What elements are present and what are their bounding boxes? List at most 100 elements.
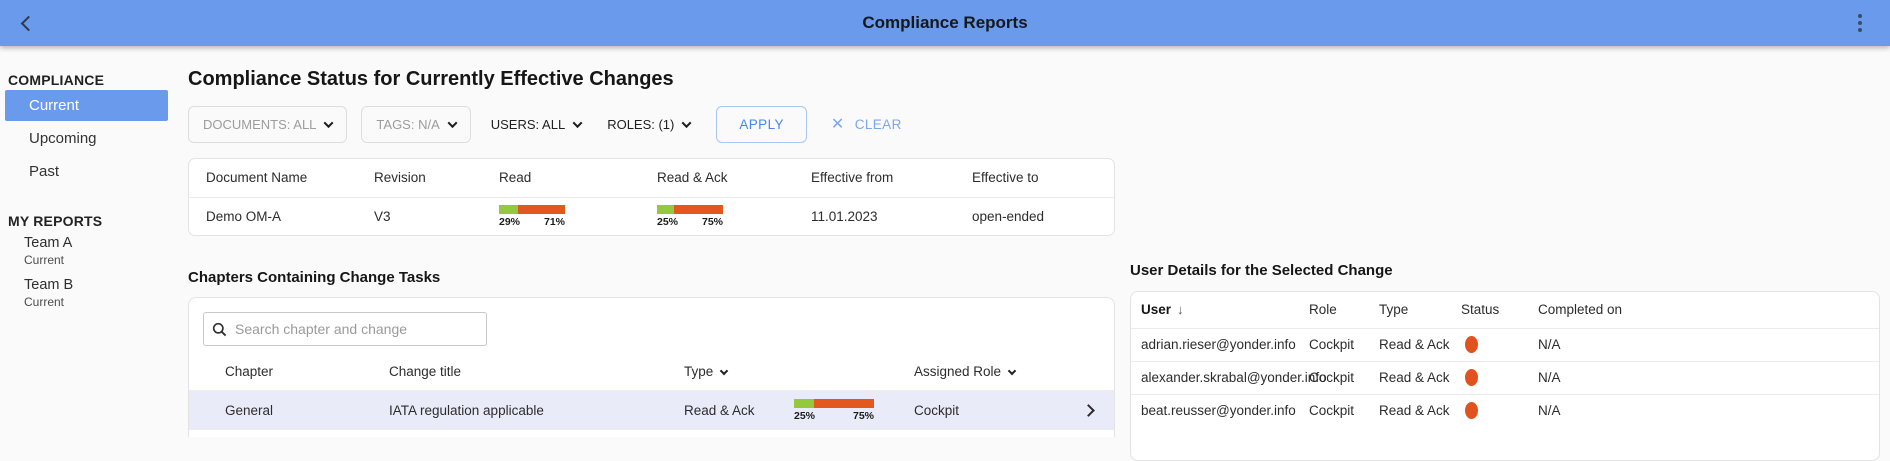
chevron-down-icon bbox=[572, 118, 583, 129]
chevron-down-icon bbox=[447, 118, 458, 129]
search-icon bbox=[212, 322, 227, 336]
users-filter-dropdown[interactable]: USERS: ALL bbox=[485, 106, 587, 143]
kebab-dot bbox=[1858, 14, 1862, 18]
sidebar-item-past[interactable]: Past bbox=[29, 163, 60, 180]
sidebar-item-team-b[interactable]: Team B Current bbox=[0, 271, 172, 313]
col-revision: Revision bbox=[374, 170, 426, 186]
clear-label: CLEAR bbox=[854, 117, 902, 132]
effective-to: open-ended bbox=[972, 196, 1114, 235]
col-completed-on: Completed on bbox=[1538, 292, 1879, 329]
chevron-right-icon[interactable] bbox=[1082, 403, 1095, 417]
user-email: adrian.rieser@yonder.info bbox=[1141, 337, 1296, 352]
documents-status-table: Document Name Revision Read Read & Ack E… bbox=[188, 158, 1115, 236]
chapter-name: General bbox=[189, 390, 389, 430]
chevron-down-icon bbox=[1007, 367, 1017, 376]
report-scope: Current bbox=[24, 253, 65, 267]
table-row[interactable]: Demo OM-A V3 29% 71% bbox=[189, 196, 1114, 235]
chapters-title: Chapters Containing Change Tasks bbox=[188, 269, 441, 286]
completed-on: N/A bbox=[1538, 360, 1879, 394]
table-header-row: Chapter Change title Type Assigned Role bbox=[189, 354, 1114, 391]
progress-done-label: 25% bbox=[794, 409, 816, 422]
user-details-table: User ↓ Role Type Status Completed on adri… bbox=[1130, 291, 1880, 461]
section-heading: Compliance Status for Currently Effectiv… bbox=[188, 68, 674, 90]
read-progress-bar: 29% 71% bbox=[499, 204, 565, 228]
col-effective-from: Effective from bbox=[811, 170, 894, 186]
close-icon: ✕ bbox=[830, 115, 845, 133]
progress-done-label: 29% bbox=[499, 215, 521, 228]
progress-done-segment bbox=[499, 204, 519, 214]
assigned-role: Cockpit bbox=[914, 390, 1084, 430]
tags-filter-dropdown[interactable]: TAGS: N/A bbox=[361, 106, 471, 143]
sidebar-heading-my-reports: MY REPORTS bbox=[8, 213, 103, 229]
col-status: Status bbox=[1461, 292, 1538, 329]
col-read: Read bbox=[499, 170, 532, 186]
col-assigned-role-sortable[interactable]: Assigned Role bbox=[914, 354, 1084, 391]
read-progress-cell: 29% 71% bbox=[499, 196, 657, 235]
progress-open-segment bbox=[518, 204, 565, 214]
sidebar: COMPLIANCE Current Upcoming Past MY REPO… bbox=[0, 46, 172, 313]
apply-button[interactable]: APPLY bbox=[716, 106, 807, 143]
progress-done-label: 25% bbox=[657, 215, 679, 228]
user-details-title: User Details for the Selected Change bbox=[1130, 262, 1393, 279]
col-effective-to: Effective to bbox=[972, 170, 1039, 186]
document-revision: V3 bbox=[374, 196, 499, 235]
progress-open-label: 71% bbox=[543, 215, 565, 228]
sidebar-item-upcoming[interactable]: Upcoming bbox=[29, 130, 97, 147]
read-ack-progress-bar: 25% 75% bbox=[657, 204, 723, 228]
chapter-search bbox=[203, 312, 487, 346]
documents-filter-label: DOCUMENTS: ALL bbox=[203, 117, 317, 132]
chevron-down-icon bbox=[323, 118, 334, 129]
document-name: Demo OM-A bbox=[189, 196, 374, 235]
roles-filter-label: ROLES: (1) bbox=[607, 117, 675, 132]
app-bar: Compliance Reports bbox=[0, 0, 1890, 46]
user-status-cell bbox=[1461, 328, 1538, 361]
col-type-sortable[interactable]: Type bbox=[684, 354, 794, 391]
report-scope: Current bbox=[24, 295, 65, 309]
user-row: beat.reusser@yonder.info Cockpit Read & … bbox=[1131, 393, 1879, 427]
page-title: Compliance Reports bbox=[862, 13, 1028, 32]
chapter-row-selected[interactable]: General IATA regulation applicable Read … bbox=[189, 390, 1114, 430]
effective-from: 11.01.2023 bbox=[811, 196, 972, 235]
chapter-search-input[interactable] bbox=[235, 321, 478, 337]
user-type: Read & Ack bbox=[1379, 360, 1461, 394]
status-pending-icon bbox=[1465, 402, 1478, 420]
user-details-section: User Details for the Selected Change Use… bbox=[1130, 262, 1880, 461]
change-title: IATA regulation applicable bbox=[389, 390, 684, 430]
progress-open-segment bbox=[673, 204, 723, 214]
user-status-cell bbox=[1461, 360, 1538, 394]
tags-filter-label: TAGS: N/A bbox=[376, 117, 440, 132]
col-chapter: Chapter bbox=[189, 354, 389, 391]
progress-done-segment bbox=[657, 204, 674, 214]
col-user-sortable[interactable]: User ↓ bbox=[1131, 292, 1309, 329]
col-progress bbox=[794, 354, 914, 391]
roles-filter-dropdown[interactable]: ROLES: (1) bbox=[601, 106, 696, 143]
overflow-menu-button[interactable] bbox=[1846, 9, 1874, 37]
users-filter-label: USERS: ALL bbox=[490, 117, 566, 132]
status-pending-icon bbox=[1465, 336, 1478, 353]
read-ack-progress-cell: 25% 75% bbox=[657, 196, 811, 235]
table-header-row: Document Name Revision Read Read & Ack E… bbox=[189, 159, 1114, 197]
chapters-section: Chapters Containing Change Tasks Chapter… bbox=[188, 269, 1115, 437]
col-actions bbox=[1084, 354, 1114, 391]
completed-on: N/A bbox=[1538, 337, 1561, 352]
report-name: Team A bbox=[24, 235, 73, 251]
col-read-ack: Read & Ack bbox=[657, 170, 728, 186]
status-pending-icon bbox=[1465, 369, 1478, 386]
sort-descending-icon: ↓ bbox=[1177, 302, 1184, 318]
user-type: Read & Ack bbox=[1379, 337, 1450, 352]
clear-button[interactable]: ✕ CLEAR bbox=[830, 115, 902, 133]
chevron-down-icon bbox=[681, 118, 692, 129]
change-type: Read & Ack bbox=[684, 390, 794, 430]
sidebar-item-current[interactable]: Current bbox=[5, 90, 168, 121]
completed-on: N/A bbox=[1538, 393, 1879, 427]
kebab-dot bbox=[1858, 28, 1862, 32]
documents-filter-dropdown[interactable]: DOCUMENTS: ALL bbox=[188, 106, 348, 143]
chapters-card: Chapter Change title Type Assigned Role … bbox=[188, 297, 1115, 437]
user-type: Read & Ack bbox=[1379, 393, 1461, 427]
col-type: Type bbox=[1379, 292, 1461, 329]
user-role: Cockpit bbox=[1309, 360, 1379, 394]
filter-bar: DOCUMENTS: ALL TAGS: N/A USERS: ALL ROLE… bbox=[188, 106, 1115, 143]
progress-open-label: 75% bbox=[701, 215, 723, 228]
sidebar-item-team-a[interactable]: Team A Current bbox=[0, 229, 172, 271]
chevron-down-icon bbox=[720, 367, 729, 376]
